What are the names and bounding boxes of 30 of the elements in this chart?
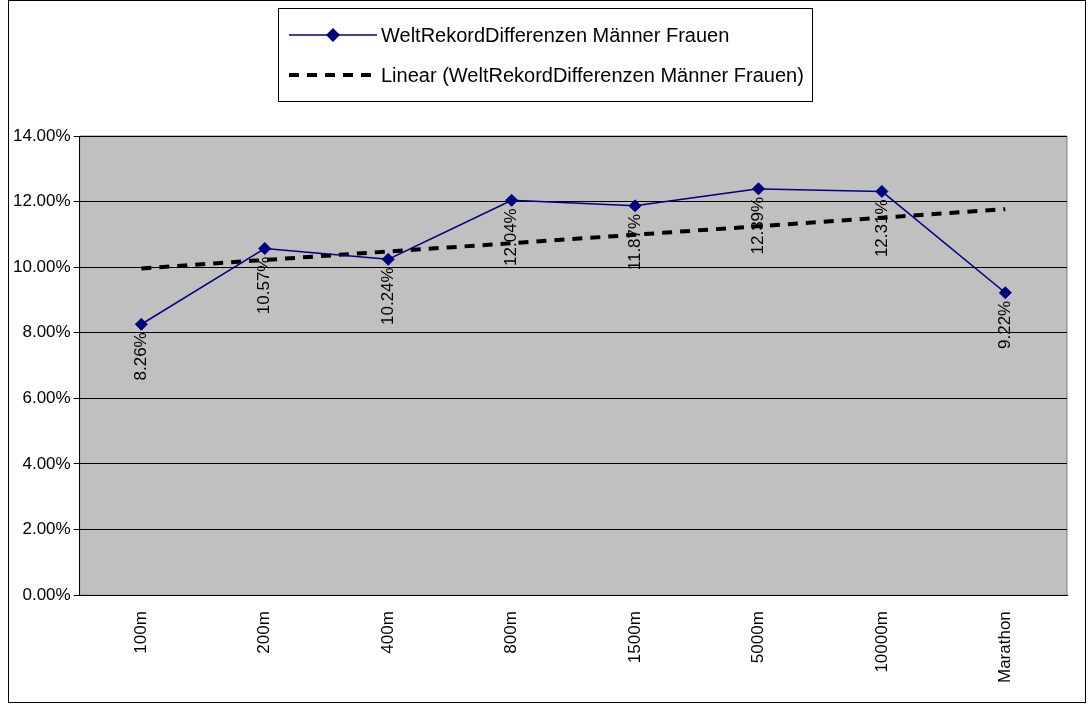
x-tick-label: 1500m (624, 611, 644, 664)
y-tick-label: 2.00% (22, 519, 71, 539)
point (381, 252, 395, 266)
point (998, 286, 1012, 300)
point (134, 317, 148, 331)
x-tick-label: Marathon (994, 611, 1014, 684)
y-tick-label: 14.00% (12, 125, 71, 145)
y-tick-label: 4.00% (22, 453, 71, 473)
y-tick-label: 12.00% (12, 191, 71, 211)
data-label: 9.22% (994, 300, 1014, 349)
point (628, 199, 642, 213)
x-tick-label: 800m (501, 611, 521, 654)
point (258, 242, 272, 255)
x-tick-label: 400m (377, 611, 397, 654)
point (505, 193, 519, 207)
y-tick-label: 0.00% (22, 584, 71, 604)
x-tick-label: 5000m (748, 611, 768, 664)
x-tick-label: 100m (131, 611, 151, 654)
y-tick-label: 6.00% (22, 388, 71, 408)
x-tick-label: 10000m (871, 611, 891, 673)
legend-label: WeltRekordDifferenzen Männer Frauen (381, 23, 730, 47)
data-label: 8.26% (131, 332, 151, 381)
x-tick-label: 200m (254, 611, 274, 654)
point (875, 184, 889, 198)
legend-label: Linear (WeltRekordDifferenzen Männer Frauen) (381, 63, 804, 87)
point (751, 182, 765, 196)
data-label: 12.04% (501, 208, 521, 266)
data-label: 10.24% (377, 267, 397, 325)
y-tick-label: 10.00% (12, 256, 71, 276)
y-tick-label: 8.00% (22, 322, 71, 342)
